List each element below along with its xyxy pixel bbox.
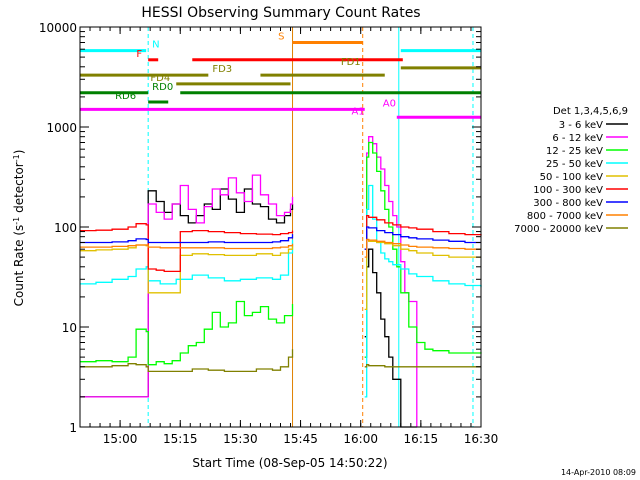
legend-label-6-12-kev: 6 - 12 keV: [552, 133, 603, 144]
flag-label-rd0: RD0: [152, 82, 173, 93]
x-tick-label: 15:15: [163, 432, 198, 446]
x-tick-label: 15:30: [223, 432, 258, 446]
timestamp: 14-Apr-2010 08:09: [561, 468, 636, 477]
series-50-100-kev-seg-1: [80, 244, 294, 294]
legend-label-800-7000-kev: 800 - 7000 keV: [527, 211, 603, 222]
y-axis-label-sup1: -1: [12, 217, 21, 225]
series-12-25-kev-seg-2: [364, 141, 482, 358]
series-25-50-kev-seg-2: [364, 184, 482, 398]
y-axis-label: Count Rate (s-1 detector-1): [12, 150, 26, 307]
series-300-800-kev-seg-2: [364, 226, 481, 250]
x-tick-label: 15:45: [283, 432, 318, 446]
series-7000-20000-kev-seg-2: [364, 364, 481, 368]
x-axis-label: Start Time (08-Sep-05 14:50:22): [192, 456, 387, 470]
legend: Det 1,3,4,5,6,9 3 - 6 keV 6 - 12 keV 12 - …: [514, 106, 628, 235]
y-axis-label-part2: detector: [12, 162, 26, 217]
flag-label-rd6: RD6: [115, 91, 136, 102]
series-6-12-kev-seg-1: [80, 174, 294, 398]
y-axis-label-sup2: -1: [12, 154, 21, 162]
y-tick-label: 10: [62, 321, 77, 335]
legend-title: Det 1,3,4,5,6,9: [553, 106, 628, 117]
flag-label-a1: A1: [352, 106, 365, 117]
flag-label-fd3: FD3: [212, 64, 232, 75]
x-tick-label: 16:30: [464, 432, 499, 446]
x-tick-label: 15:00: [103, 432, 138, 446]
series-7000-20000-kev-seg-1: [80, 349, 294, 373]
series-3-6-kev-seg-2: [364, 248, 417, 428]
axis-ticks: 15:00 15:15 15:30 15:45 16:00 16:15 16:30 1 10 10…: [39, 21, 498, 446]
legend-label-25-50-kev: 25 - 50 keV: [546, 159, 603, 170]
series-100-300-kev-seg-1: [80, 223, 294, 273]
flag-label-a0: A0: [383, 98, 396, 109]
flag-label-f: F: [136, 49, 142, 60]
y-tick-label: 100: [54, 221, 77, 235]
series-6-12-kev-seg-2: [364, 136, 418, 427]
legend-label-3-6-kev: 3 - 6 keV: [559, 120, 603, 131]
y-axis-label-part3: ): [12, 150, 26, 155]
flag-label-s: S: [278, 31, 284, 42]
legend-label-12-25-kev: 12 - 25 keV: [546, 146, 603, 157]
series-50-100-kev-seg-2: [364, 238, 481, 311]
y-tick-label: 1: [69, 421, 77, 435]
series-800-7000-kev-seg-2: [364, 238, 481, 258]
legend-label-50-100-kev: 50 - 100 keV: [540, 172, 604, 183]
legend-label-300-800-kev: 300 - 800 keV: [533, 198, 603, 209]
series-100-300-kev-seg-2: [364, 214, 482, 250]
x-tick-label: 16:15: [404, 432, 439, 446]
flag-label-n: N: [152, 40, 159, 51]
legend-label-7000-20000-kev: 7000 - 20000 keV: [514, 224, 603, 235]
series-12-25-kev-seg-1: [80, 300, 294, 366]
y-tick-label: 1000: [46, 121, 77, 135]
series-800-7000-kev-seg-1: [80, 243, 294, 250]
chart-title: HESSI Observing Summary Count Rates: [141, 5, 420, 21]
series-group: [80, 136, 482, 428]
flag-label-fd1: FD1: [341, 57, 361, 68]
series-3-6-kev-seg-1: [80, 188, 294, 398]
series-300-800-kev-seg-1: [80, 234, 294, 244]
y-axis-label-part1: Count Rate (s: [12, 225, 26, 307]
series-25-50-kev-seg-1: [80, 239, 294, 285]
y-tick-label: 10000: [39, 21, 77, 35]
x-tick-label: 16:00: [343, 432, 378, 446]
legend-label-100-300-kev: 100 - 300 keV: [533, 185, 603, 196]
flag-label-fd4: FD4: [150, 73, 170, 84]
